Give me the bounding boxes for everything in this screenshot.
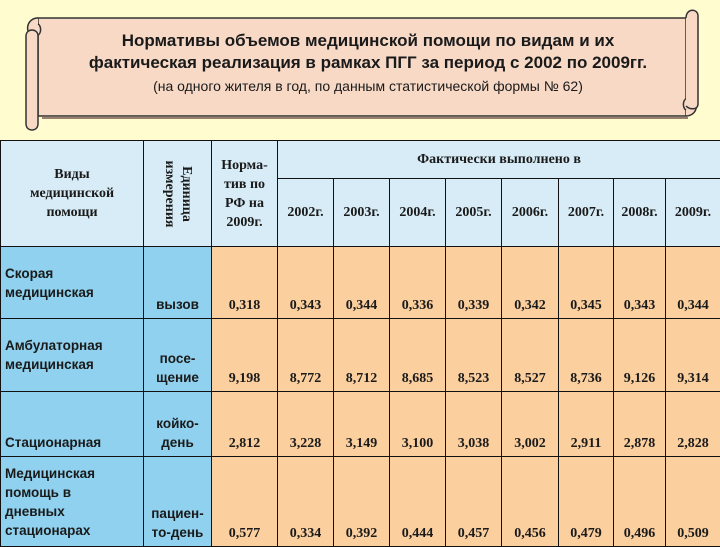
row-label: Медицинская помощь в дневных стационарах	[1, 457, 144, 547]
year-value: 0,456	[502, 457, 559, 547]
table-row: Скорая медицинская вызов 0,318 0,343 0,3…	[1, 247, 720, 319]
year-value: 0,343	[278, 247, 334, 319]
year-value: 8,523	[446, 319, 502, 392]
row-label: Скорая медицинская	[1, 247, 144, 319]
year-value: 0,344	[334, 247, 390, 319]
table-row: Медицинская помощь в дневных стационарах…	[1, 457, 720, 547]
year-value: 8,685	[390, 319, 446, 392]
row-unit: вызов	[144, 247, 212, 319]
row-unit: пациен-то-день	[144, 457, 212, 547]
year-header: 2003г.	[334, 179, 390, 247]
year-value: 3,228	[278, 392, 334, 457]
year-value: 0,339	[446, 247, 502, 319]
year-header: 2006г.	[502, 179, 559, 247]
year-value: 0,509	[666, 457, 720, 547]
year-value: 8,736	[559, 319, 614, 392]
header-care-type: Виды медицинской помощи	[1, 141, 144, 247]
year-value: 9,126	[614, 319, 666, 392]
year-value: 3,149	[334, 392, 390, 457]
row-unit: койко-день	[144, 392, 212, 457]
year-header: 2008г.	[614, 179, 666, 247]
norm-value: 9,198	[212, 319, 278, 392]
year-value: 2,878	[614, 392, 666, 457]
banner-text: Нормативы объемов медицинской помощи по …	[48, 30, 688, 96]
header-norm: Норма-тив по РФ на 2009г.	[212, 141, 278, 247]
norm-value: 0,577	[212, 457, 278, 547]
norm-value: 0,318	[212, 247, 278, 319]
year-value: 8,772	[278, 319, 334, 392]
table-row: Стационарная койко-день 2,812 3,228 3,14…	[1, 392, 720, 457]
year-header: 2009г.	[666, 179, 720, 247]
year-header: 2007г.	[559, 179, 614, 247]
year-value: 2,828	[666, 392, 720, 457]
year-value: 0,457	[446, 457, 502, 547]
year-value: 2,911	[559, 392, 614, 457]
row-unit: посе-щение	[144, 319, 212, 392]
norm-value: 2,812	[212, 392, 278, 457]
year-value: 0,392	[334, 457, 390, 547]
year-value: 0,479	[559, 457, 614, 547]
year-value: 8,712	[334, 319, 390, 392]
year-value: 9,314	[666, 319, 720, 392]
year-value: 0,444	[390, 457, 446, 547]
banner-subtitle: (на одного жителя в год, по данным стати…	[48, 76, 688, 96]
year-header: 2005г.	[446, 179, 502, 247]
table-row: Амбулаторная медицинская посе-щение 9,19…	[1, 319, 720, 392]
row-label: Амбулаторная медицинская	[1, 319, 144, 392]
year-value: 0,343	[614, 247, 666, 319]
year-value: 0,496	[614, 457, 666, 547]
year-header: 2004г.	[390, 179, 446, 247]
year-value: 0,345	[559, 247, 614, 319]
year-value: 0,334	[278, 457, 334, 547]
year-value: 3,002	[502, 392, 559, 457]
header-actual: Фактически выполнено в	[278, 141, 720, 179]
year-value: 8,527	[502, 319, 559, 392]
year-header: 2002г.	[278, 179, 334, 247]
year-value: 0,342	[502, 247, 559, 319]
year-value: 3,038	[446, 392, 502, 457]
year-value: 3,100	[390, 392, 446, 457]
banner-title-line2: фактическая реализация в рамках ПГГ за п…	[48, 52, 688, 74]
title-banner: Нормативы объемов медицинской помощи по …	[18, 6, 702, 134]
year-value: 0,336	[390, 247, 446, 319]
row-label: Стационарная	[1, 392, 144, 457]
banner-title-line1: Нормативы объемов медицинской помощи по …	[48, 30, 688, 52]
year-value: 0,344	[666, 247, 720, 319]
